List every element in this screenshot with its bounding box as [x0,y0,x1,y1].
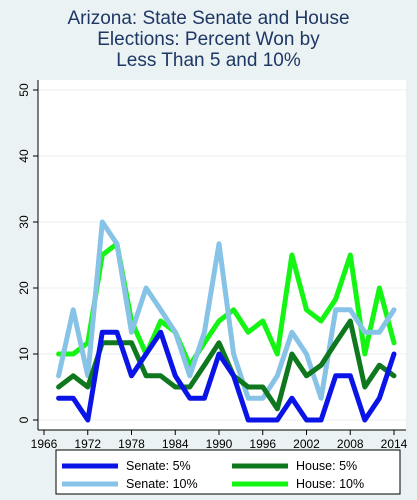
legend-label-house-10: House: 10% [296,477,364,491]
y-tick-label: 30 [17,215,31,229]
legend-label-house-5: House: 5% [296,459,357,473]
chart-title-line-2: Elections: Percent Won by [97,29,320,50]
x-tick-label: 1984 [162,437,189,451]
chart-title-line-3: Less Than 5 and 10% [116,50,301,71]
chart-title: Arizona: State Senate and House Election… [0,8,417,71]
y-tick-label: 10 [17,347,31,361]
y-tick-label: 40 [17,149,31,163]
series-line-senate-5 [56,329,397,423]
x-tick-label: 1972 [74,437,101,451]
legend-box [55,449,401,495]
x-tick-label: 2002 [293,437,320,451]
y-tick-label: 0 [17,416,31,423]
chart-title-line-1: Arizona: State Senate and House [67,8,350,29]
series-line-house-5 [56,318,397,412]
legend-label-senate-10: Senate: 10% [126,477,198,491]
x-tick-label: 1996 [249,437,276,451]
x-tick-label: 1990 [206,437,233,451]
x-tick-label: 2008 [337,437,364,451]
y-tick-label: 50 [17,83,31,97]
x-tick-label: 1966 [31,437,58,451]
legend-label-senate-5: Senate: 5% [126,459,191,473]
y-tick-label: 20 [17,281,31,295]
x-tick-label: 1978 [118,437,145,451]
x-tick-label: 2014 [381,437,408,451]
series-line-senate-10 [56,219,397,401]
